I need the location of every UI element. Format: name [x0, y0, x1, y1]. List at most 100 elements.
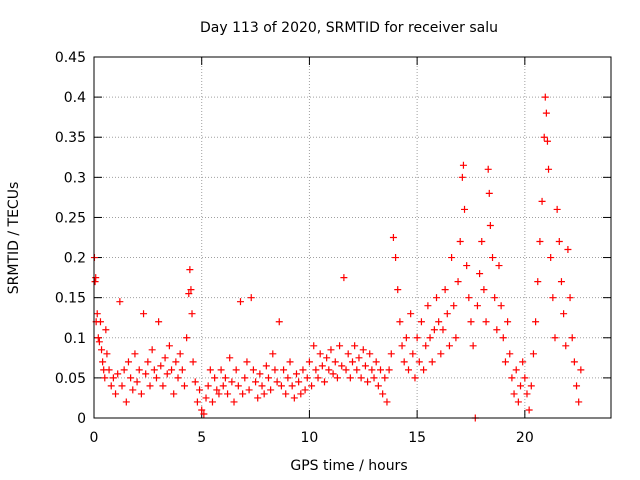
data-point [461, 205, 469, 213]
data-point [508, 374, 516, 382]
data-point [568, 334, 576, 342]
data-point [191, 378, 199, 386]
data-point [543, 137, 551, 145]
data-point [329, 370, 337, 378]
data-point [320, 378, 328, 386]
data-point [424, 302, 432, 310]
data-point [439, 326, 447, 334]
data-point [506, 350, 514, 358]
data-point [458, 173, 466, 181]
data-point [340, 274, 348, 282]
data-point [519, 358, 527, 366]
data-point [185, 290, 193, 298]
data-point [196, 386, 204, 394]
data-point [105, 366, 113, 374]
y-tick-label: 0.15 [55, 291, 86, 307]
data-point [338, 362, 346, 370]
data-point [349, 358, 356, 366]
data-point [501, 358, 509, 366]
data-point [273, 378, 281, 386]
data-point [495, 262, 503, 270]
data-point [295, 378, 303, 386]
data-point [482, 318, 490, 326]
data-point [234, 382, 242, 390]
data-point [305, 358, 313, 366]
data-point [405, 366, 413, 374]
data-point [174, 374, 182, 382]
data-point [387, 350, 395, 358]
data-point [333, 374, 341, 382]
data-point [165, 342, 173, 350]
data-point [413, 334, 421, 342]
data-point [441, 286, 449, 294]
data-point [566, 294, 574, 302]
data-point [514, 398, 522, 406]
y-tick-label: 0.2 [64, 251, 86, 267]
data-point [534, 278, 542, 286]
data-point [243, 358, 251, 366]
data-point [573, 382, 581, 390]
data-point [202, 394, 210, 402]
data-point [245, 386, 253, 394]
data-point [142, 370, 150, 378]
data-point [517, 382, 525, 390]
data-point [116, 298, 124, 306]
data-point [157, 362, 165, 370]
data-point [450, 302, 458, 310]
data-point [275, 318, 283, 326]
data-point [122, 398, 130, 406]
data-point [331, 358, 339, 366]
data-point [346, 374, 354, 382]
plot-frame [93, 56, 612, 419]
x-tick-label: 15 [408, 430, 426, 446]
data-point [236, 298, 244, 306]
data-point [415, 358, 423, 366]
x-tick-label: 20 [516, 430, 534, 446]
data-point [361, 362, 369, 370]
data-point [542, 109, 550, 117]
data-point [381, 374, 389, 382]
data-point [499, 334, 507, 342]
y-tick-label: 0.05 [55, 371, 86, 387]
data-point [469, 342, 477, 350]
data-point [551, 334, 559, 342]
data-point [303, 374, 311, 382]
data-point [193, 398, 201, 406]
data-point [456, 238, 464, 246]
y-tick-label: 0 [77, 411, 86, 427]
data-point [553, 205, 561, 213]
data-point [426, 334, 434, 342]
data-point [314, 374, 322, 382]
data-point [172, 358, 180, 366]
data-point [521, 374, 529, 382]
data-point [99, 358, 107, 366]
data-point [532, 318, 540, 326]
data-point [92, 274, 100, 282]
x-tick-label: 10 [301, 430, 319, 446]
y-tick-label: 0.45 [55, 50, 86, 66]
data-point [540, 133, 548, 141]
data-point [342, 366, 350, 374]
data-point [396, 318, 404, 326]
data-point [189, 358, 197, 366]
data-point [271, 366, 279, 374]
data-point [144, 358, 152, 366]
data-point [323, 354, 331, 362]
data-point [478, 238, 486, 246]
data-point [476, 270, 484, 278]
data-point [290, 394, 298, 402]
x-tick-label: 5 [197, 430, 206, 446]
data-point [208, 398, 216, 406]
data-point [112, 390, 120, 398]
y-tick-label: 0.25 [55, 210, 86, 226]
data-point [433, 294, 441, 302]
data-point [102, 326, 110, 334]
data-point [316, 350, 324, 358]
data-point [140, 310, 148, 318]
data-point [336, 342, 344, 350]
data-point [411, 374, 419, 382]
data-point [422, 342, 430, 350]
data-point [226, 354, 234, 362]
data-point [310, 342, 318, 350]
data-point [269, 350, 277, 358]
